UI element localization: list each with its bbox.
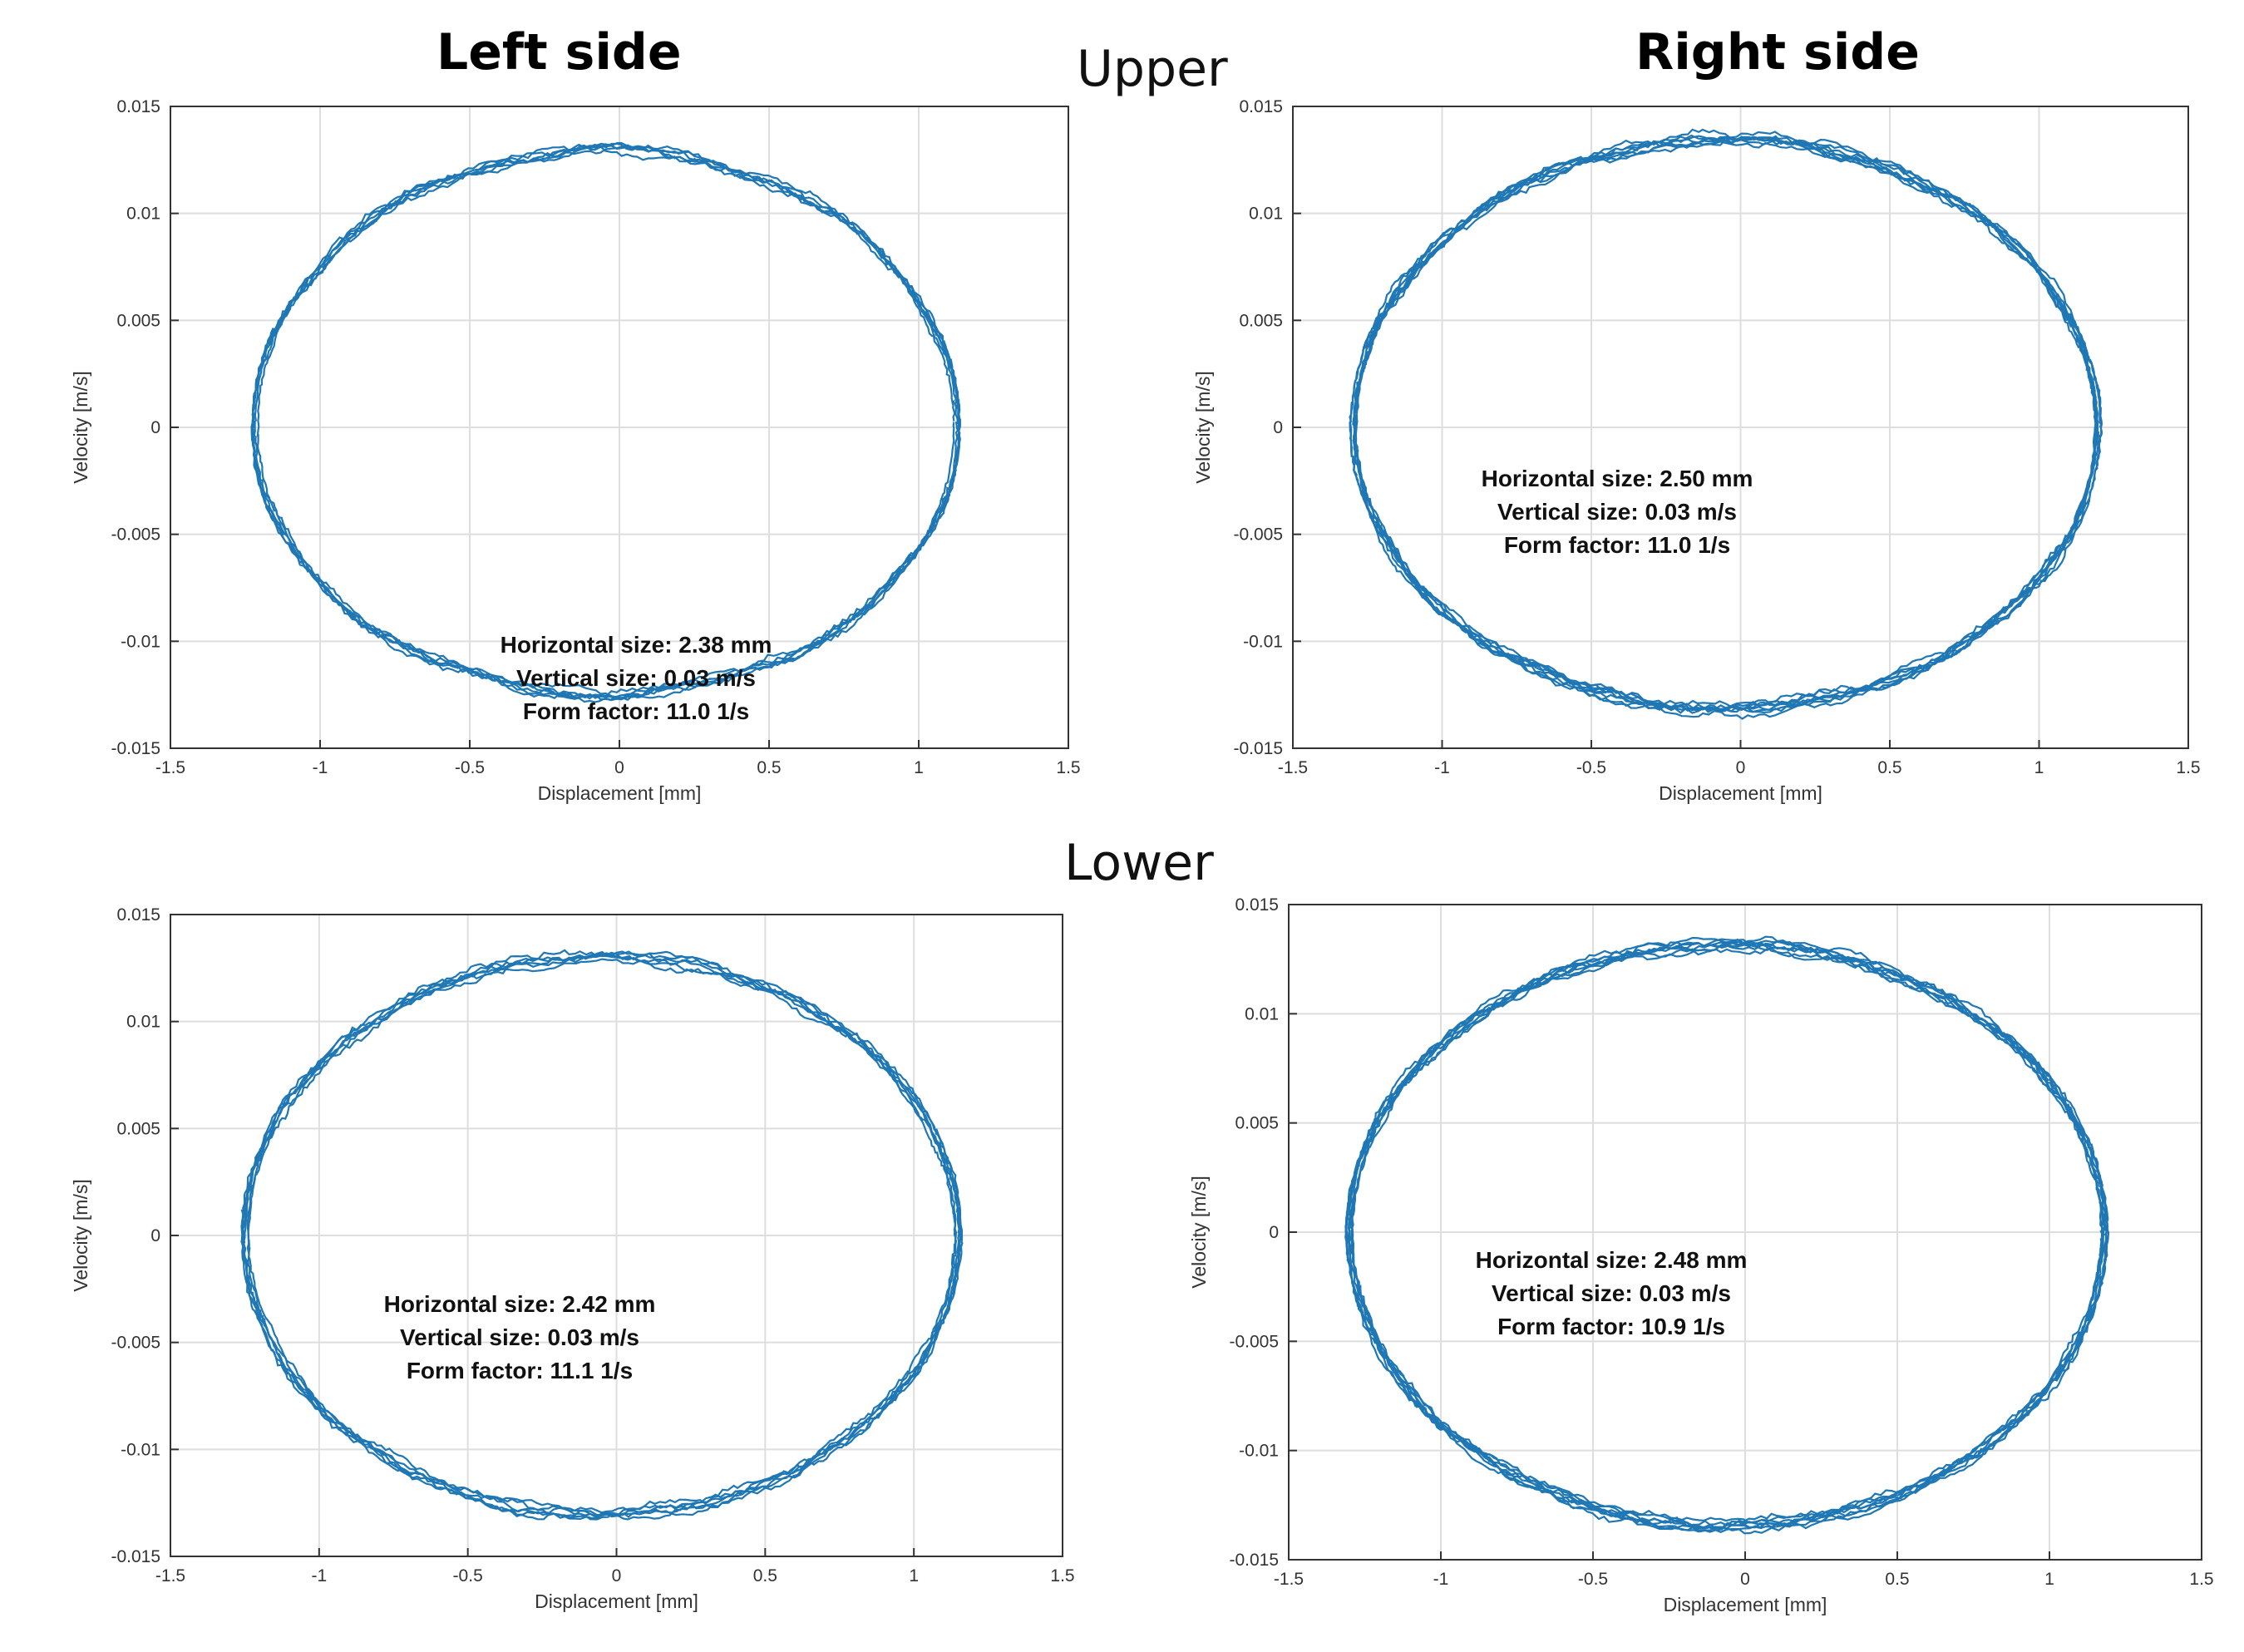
x-tick-label: 0.5 [1885,1570,1909,1589]
trace-line [1354,128,2098,720]
y-tick-label: 0 [1273,418,1283,437]
x-tick-label: 0 [614,758,624,777]
trace-line [1349,136,2103,713]
y-tick-label: -0.01 [121,632,160,651]
y-tick-label: 0.005 [1235,1114,1279,1133]
annotation-text: Vertical size: 0.03 m/s [400,1324,639,1350]
y-tick-label: -0.01 [121,1440,160,1459]
y-tick-label: 0.015 [1239,97,1283,116]
x-tick-label: -1.5 [155,758,185,777]
annotation-text: Horizontal size: 2.50 mm [1482,466,1753,491]
y-tick-label: -0.005 [111,1334,160,1353]
annotation-text: Horizontal size: 2.48 mm [1476,1247,1748,1273]
x-tick-label: 1.5 [2189,1570,2213,1589]
x-tick-label: 0 [612,1566,622,1585]
x-tick-label: -1.5 [1278,758,1308,777]
x-tick-label: 1 [2034,758,2044,777]
x-tick-label: 0.5 [753,1566,777,1585]
x-tick-label: -1 [1434,758,1450,777]
y-tick-label: -0.015 [1229,1551,1279,1570]
x-tick-label: 0 [1740,1570,1750,1589]
upper-row-label: Upper [1077,40,1228,98]
y-tick-label: 0.005 [116,311,160,330]
x-tick-label: 1.5 [1050,1566,1074,1585]
trace-line [247,958,957,1515]
x-tick-label: 1.5 [1056,758,1080,777]
x-tick-label: 0.5 [1877,758,1901,777]
x-tick-label: 1 [909,1566,919,1585]
annotation-text: Vertical size: 0.03 m/s [1497,499,1737,525]
x-axis-label: Displacement [mm] [538,782,702,804]
x-tick-label: 1.5 [2176,758,2200,777]
right-side-heading: Right side [1635,23,1920,81]
annotation-text: Form factor: 11.0 1/s [1504,532,1730,558]
annotation-text: Horizontal size: 2.42 mm [384,1291,656,1317]
left-side-heading: Left side [436,23,682,81]
y-tick-label: -0.005 [1233,525,1283,545]
y-tick-label: 0.005 [1239,311,1283,330]
x-tick-label: -0.5 [1578,1570,1608,1589]
x-tick-label: -0.5 [1576,758,1606,777]
chart-lower-left: -1.5 -1 -0.5 0 0.5 1 1.5 -0.015 -0.01 -0.005 0 0.00… [70,905,1075,1612]
trace-line [1352,134,2099,714]
trace-line [240,952,964,1519]
x-tick-label: -0.5 [453,1566,483,1585]
x-tick-label: -1 [313,758,328,777]
y-axis-label: Velocity [m/s] [1192,371,1214,483]
annotation-text: Form factor: 11.1 1/s [407,1358,633,1383]
y-tick-label: 0 [1269,1223,1279,1242]
chart-lower-right: -1.5 -1 -0.5 0 0.5 1 1.5 -0.015 -0.01 -0.005 0 0.00… [1188,895,2214,1615]
x-tick-label: -1 [1433,1570,1449,1589]
x-tick-label: 1 [2044,1570,2054,1589]
y-tick-label: 0.015 [116,905,160,925]
annotation-text: Vertical size: 0.03 m/s [1492,1280,1731,1306]
y-tick-label: -0.01 [1239,1442,1279,1461]
x-tick-label: -1.5 [1274,1570,1304,1589]
y-axis-label: Velocity [m/s] [70,371,91,483]
x-tick-label: -0.5 [455,758,485,777]
trace-line [1344,941,2109,1530]
x-tick-label: 0 [1736,758,1746,777]
x-axis-label: Displacement [mm] [535,1590,698,1612]
y-tick-label: 0.015 [1235,895,1279,915]
x-tick-label: -1 [311,1566,327,1585]
chart-upper-left: -1.5 -1 -0.5 0 0.5 1 1.5 -0.015 -0.01 -0.005 0 0.00… [70,97,1081,804]
y-tick-label: 0.01 [1245,1004,1279,1023]
y-tick-label: -0.01 [1243,632,1283,651]
x-tick-label: 0.5 [757,758,781,777]
annotation-text: Vertical size: 0.03 m/s [516,665,756,691]
trace-line [251,144,960,700]
y-tick-label: -0.015 [1233,739,1283,758]
lower-row-label: Lower [1064,834,1214,892]
y-tick-label: 0 [150,418,160,437]
annotation-text: Horizontal size: 2.38 mm [501,632,772,658]
y-tick-label: 0 [150,1226,160,1245]
trace-line [243,950,961,1520]
y-tick-label: 0.015 [116,97,160,116]
y-tick-label: -0.005 [111,525,160,545]
annotation-text: Form factor: 10.9 1/s [1497,1314,1725,1339]
y-tick-label: 0.01 [126,205,160,224]
x-tick-label: 1 [914,758,924,777]
chart-upper-right: -1.5 -1 -0.5 0 0.5 1 1.5 -0.015 -0.01 -0.005 0 0.00… [1192,97,2201,804]
y-tick-label: -0.015 [111,1547,160,1566]
y-tick-label: -0.015 [111,739,160,758]
y-tick-label: 0.01 [1249,205,1283,224]
y-tick-label: 0.01 [126,1013,160,1032]
x-axis-label: Displacement [mm] [1664,1594,1827,1615]
x-axis-label: Displacement [mm] [1659,782,1822,804]
y-tick-label: -0.005 [1229,1332,1279,1351]
y-axis-label: Velocity [m/s] [70,1179,91,1291]
y-tick-label: 0.005 [116,1119,160,1138]
x-tick-label: -1.5 [155,1566,185,1585]
annotation-text: Form factor: 11.0 1/s [523,698,749,724]
y-axis-label: Velocity [m/s] [1188,1176,1210,1288]
